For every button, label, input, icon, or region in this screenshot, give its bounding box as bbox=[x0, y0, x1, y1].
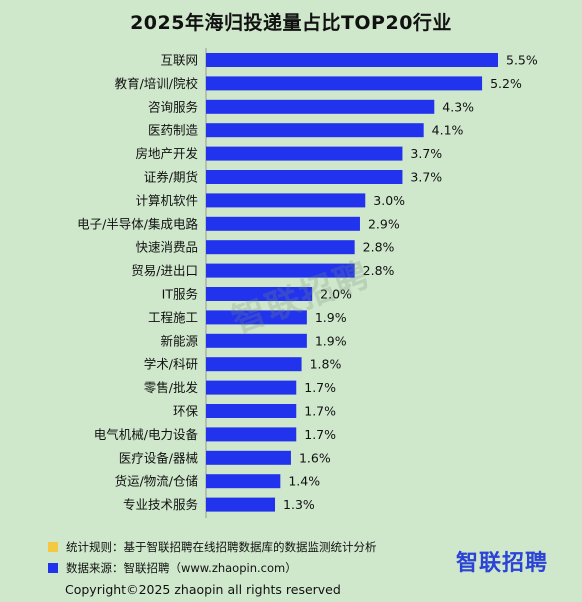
value-label: 1.8% bbox=[310, 357, 342, 372]
value-label: 1.4% bbox=[288, 474, 320, 489]
category-label: 学术/科研 bbox=[144, 357, 198, 372]
category-label: 咨询服务 bbox=[148, 99, 198, 114]
brand-logo: 智联招聘 bbox=[456, 551, 549, 576]
bar bbox=[206, 357, 302, 372]
bar bbox=[206, 380, 297, 395]
bar bbox=[206, 99, 435, 114]
value-label: 1.6% bbox=[299, 450, 331, 465]
bar bbox=[206, 263, 355, 278]
copyright: Copyright©2025 zhaopin all rights reserv… bbox=[65, 582, 341, 597]
category-label: 教育/培训/院校 bbox=[115, 76, 199, 91]
value-label: 5.2% bbox=[490, 76, 522, 91]
bar bbox=[206, 193, 366, 208]
bar bbox=[206, 404, 297, 418]
category-label: 电气机械/电力设备 bbox=[94, 427, 199, 442]
category-label: IT服务 bbox=[162, 287, 198, 302]
value-label: 2.8% bbox=[363, 263, 395, 278]
bar bbox=[206, 310, 307, 325]
bar bbox=[206, 76, 483, 91]
note-rule: 统计规则：基于智联招聘在线招聘数据库的数据监测统计分析 bbox=[48, 539, 377, 555]
note-source-marker bbox=[48, 563, 58, 573]
category-label: 医疗设备/器械 bbox=[119, 450, 199, 465]
value-label: 1.7% bbox=[304, 380, 336, 395]
category-label: 新能源 bbox=[160, 333, 198, 348]
bar bbox=[206, 53, 498, 67]
bar-chart: 互联网 5.5% 教育/培训/院校 5.2% 咨询服务 4.3% 医药制造 4.1% 房地产开发… bbox=[77, 48, 538, 518]
note-rule-text: 统计规则：基于智联招聘在线招聘数据库的数据监测统计分析 bbox=[66, 540, 377, 554]
bar bbox=[206, 240, 355, 255]
category-label: 电子/半导体/集成电路 bbox=[77, 216, 198, 231]
note-source-text: 数据来源：智联招聘（www.zhaopin.com） bbox=[66, 561, 297, 575]
category-label: 医药制造 bbox=[148, 123, 199, 138]
value-label: 1.9% bbox=[315, 310, 347, 325]
bar bbox=[206, 450, 291, 465]
value-label: 1.7% bbox=[304, 427, 336, 442]
bar bbox=[206, 287, 313, 301]
category-label: 房地产开发 bbox=[135, 146, 198, 161]
bar bbox=[206, 146, 403, 161]
bar bbox=[206, 333, 307, 348]
value-label: 4.3% bbox=[442, 99, 474, 114]
value-label: 1.9% bbox=[315, 333, 347, 348]
bar bbox=[206, 216, 360, 231]
category-label: 快速消费品 bbox=[135, 240, 198, 255]
value-label: 3.0% bbox=[373, 193, 405, 208]
category-label: 贸易/进出口 bbox=[131, 263, 198, 278]
value-label: 2.9% bbox=[368, 216, 400, 231]
value-label: 4.1% bbox=[432, 123, 464, 138]
category-label: 工程施工 bbox=[148, 310, 198, 325]
value-label: 1.7% bbox=[304, 404, 336, 419]
value-label: 1.3% bbox=[283, 497, 315, 512]
value-label: 3.7% bbox=[410, 146, 442, 161]
category-label: 货运/物流/仓储 bbox=[115, 474, 198, 489]
value-label: 5.5% bbox=[506, 53, 538, 68]
chart-title: 2025年海归投递量占比TOP20行业 bbox=[130, 12, 452, 34]
bar bbox=[206, 170, 403, 184]
category-label: 环保 bbox=[173, 404, 199, 419]
note-rule-marker bbox=[48, 542, 58, 552]
note-source: 数据来源：智联招聘（www.zhaopin.com） bbox=[48, 560, 297, 576]
category-label: 互联网 bbox=[160, 53, 198, 68]
bar bbox=[206, 474, 281, 489]
category-label: 计算机软件 bbox=[135, 193, 198, 208]
category-label: 零售/批发 bbox=[144, 380, 199, 395]
bar bbox=[206, 123, 424, 138]
bar bbox=[206, 497, 276, 512]
category-label: 专业技术服务 bbox=[123, 497, 198, 512]
value-label: 2.0% bbox=[320, 287, 352, 302]
value-label: 2.8% bbox=[363, 240, 395, 255]
value-label: 3.7% bbox=[410, 170, 442, 185]
category-label: 证券/期货 bbox=[144, 170, 198, 185]
bar bbox=[206, 427, 297, 442]
